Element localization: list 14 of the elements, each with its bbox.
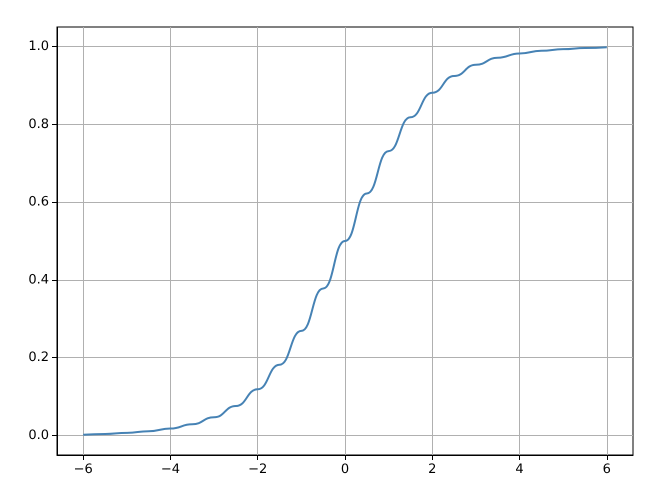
line-series xyxy=(82,46,608,436)
y-tick-label: 0.0 xyxy=(28,428,49,444)
x-tick-label: 6 xyxy=(602,462,611,477)
x-tick-label: −2 xyxy=(248,462,268,477)
y-tick-label: 0.6 xyxy=(28,194,49,210)
y-tick-label: 0.8 xyxy=(28,116,49,132)
x-tick-label: 4 xyxy=(515,462,524,477)
x-tick-label: 0 xyxy=(340,462,350,477)
y-tick-label: 0.2 xyxy=(28,350,49,366)
x-tick-label: −4 xyxy=(160,462,180,477)
y-tick-label: 0.4 xyxy=(28,272,49,288)
x-tick-label: 2 xyxy=(428,462,436,477)
x-tick-label: −6 xyxy=(74,462,93,477)
y-tick-label: 1.0 xyxy=(28,38,49,54)
